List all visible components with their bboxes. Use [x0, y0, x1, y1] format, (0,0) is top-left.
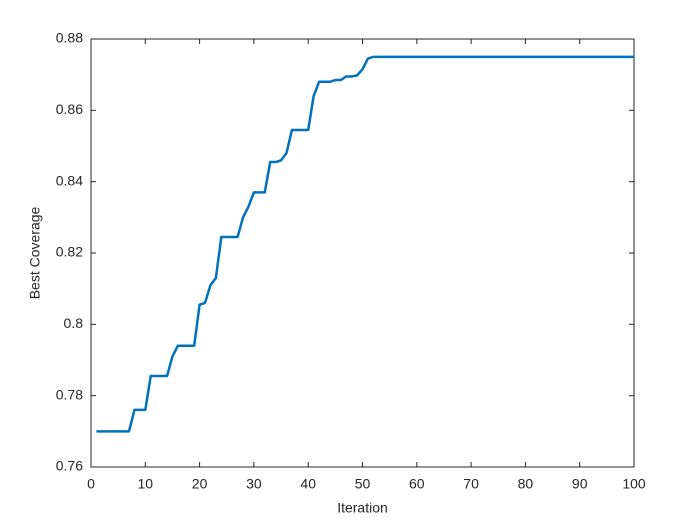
x-tick-label: 20	[192, 476, 208, 492]
y-tick-label: 0.84	[56, 172, 83, 188]
y-tick-label: 0.82	[56, 244, 83, 260]
x-tick-label: 90	[572, 476, 588, 492]
x-tick-label: 10	[138, 476, 154, 492]
x-tick-label: 70	[463, 476, 479, 492]
x-axis-label: Iteration	[337, 500, 388, 516]
x-tick-label: 50	[355, 476, 371, 492]
axes-box	[90, 38, 635, 468]
x-tick-label: 40	[300, 476, 316, 492]
data-line	[96, 55, 634, 433]
x-tick-label: 80	[518, 476, 534, 492]
y-tick-label: 0.8	[64, 315, 84, 331]
x-tick-label: 60	[409, 476, 425, 492]
y-tick-label: 0.88	[56, 30, 83, 46]
y-axis-label: Best Coverage	[27, 206, 43, 299]
x-tick-label: 0	[87, 476, 95, 492]
x-tick-label: 100	[622, 476, 646, 492]
y-tick-label: 0.76	[56, 458, 83, 474]
x-tick-label: 30	[246, 476, 262, 492]
y-tick-label: 0.86	[56, 101, 83, 117]
y-tick-label: 0.78	[56, 386, 83, 402]
